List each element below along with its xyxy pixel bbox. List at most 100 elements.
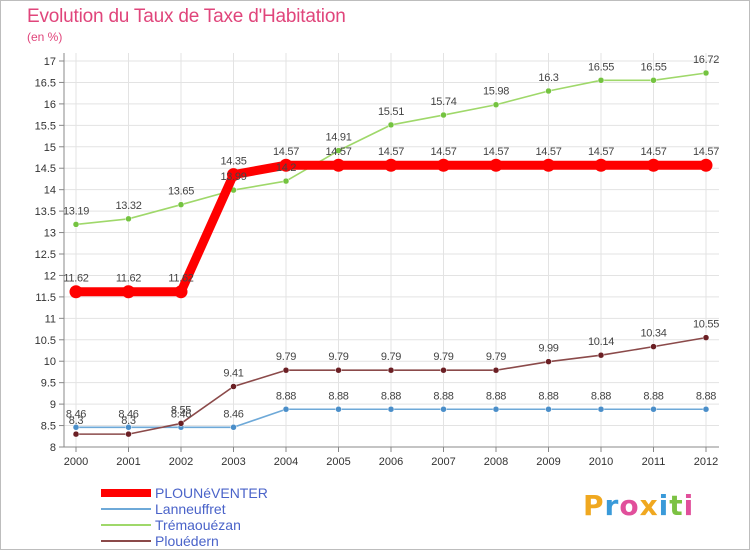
- data-point-tremaouezan: [72, 221, 80, 228]
- logo-letter: r: [604, 489, 620, 522]
- x-tick-label: 2006: [379, 456, 403, 468]
- y-tick-label: 14: [44, 185, 56, 197]
- legend-label: Lanneuffret: [155, 501, 226, 517]
- data-point-plouneventer: [332, 158, 345, 172]
- data-label: 14.57: [483, 146, 509, 158]
- data-point-lanneuffret: [650, 406, 657, 413]
- x-tick-label: 2001: [116, 456, 140, 468]
- data-point-plouneventer: [384, 158, 398, 172]
- data-label: 13.65: [168, 186, 194, 198]
- x-tick-label: 2007: [431, 456, 455, 468]
- data-point-tremaouezan: [282, 177, 290, 185]
- data-point-tremaouezan: [177, 201, 185, 208]
- data-label: 15.98: [483, 86, 509, 98]
- x-tick-label: 2009: [536, 456, 560, 468]
- data-point-plouneventer: [174, 285, 188, 299]
- data-point-plouedern: [335, 366, 342, 374]
- data-point-plouedern: [72, 430, 80, 438]
- legend-item-lanneuffret: Lanneuffret: [101, 501, 401, 517]
- data-point-plouedern: [440, 366, 447, 374]
- logo-letter: P: [583, 489, 605, 522]
- y-tick-label: 17: [44, 56, 56, 68]
- data-point-plouedern: [545, 358, 552, 365]
- data-label: 8.46: [171, 408, 191, 420]
- data-label: 8.88: [591, 390, 611, 402]
- chart-title: Evolution du Taux de Taxe d'Habitation: [27, 6, 346, 27]
- data-label: 9.79: [433, 351, 453, 363]
- data-point-plouedern: [492, 366, 500, 374]
- data-label: 11.62: [63, 273, 88, 285]
- y-tick-label: 9: [50, 399, 56, 411]
- data-point-plouneventer: [227, 168, 240, 182]
- data-point-tremaouezan: [702, 69, 710, 77]
- y-tick-label: 8: [50, 442, 56, 454]
- data-label: 8.88: [486, 390, 506, 402]
- data-point-tremaouezan: [335, 147, 342, 154]
- x-tick-label: 2005: [326, 456, 350, 468]
- data-point-plouedern: [650, 343, 657, 350]
- y-tick-label: 10.5: [35, 335, 56, 347]
- data-label: 9.79: [486, 351, 506, 363]
- data-label: 11.62: [168, 273, 193, 285]
- x-tick-label: 2010: [589, 456, 613, 468]
- chart-legend: PLOUNéVENTER Lanneuffret Trémaouézan Plo…: [101, 485, 401, 549]
- data-label: 9.79: [276, 351, 296, 363]
- x-tick-label: 2000: [64, 456, 88, 468]
- y-tick-label: 11: [45, 313, 56, 325]
- data-label: 9.41: [223, 368, 243, 380]
- x-tick-label: 2008: [484, 456, 508, 468]
- data-label: 9.99: [538, 343, 558, 355]
- data-point-tremaouezan: [387, 121, 395, 129]
- data-point-plouneventer: [699, 158, 713, 172]
- y-tick-label: 13: [44, 228, 56, 240]
- legend-item-plouneventer: PLOUNéVENTER: [101, 485, 401, 501]
- data-label: 14.35: [220, 156, 246, 168]
- data-label: 8.3: [69, 415, 84, 427]
- data-point-plouedern: [177, 420, 185, 427]
- legend-item-plouedern: Plouédern: [101, 533, 401, 549]
- data-point-lanneuffret: [597, 406, 605, 413]
- data-label: 9.79: [381, 351, 401, 363]
- data-point-plouedern: [387, 366, 395, 374]
- y-tick-label: 10: [44, 356, 56, 368]
- data-label: 10.55: [693, 319, 719, 331]
- data-point-plouedern: [125, 430, 132, 438]
- data-point-plouneventer: [69, 285, 83, 299]
- data-point-lanneuffret: [282, 406, 290, 413]
- logo-letter: o: [619, 489, 640, 522]
- logo-letter: x: [639, 489, 659, 522]
- data-label: 14.57: [273, 146, 299, 158]
- data-point-lanneuffret: [545, 406, 552, 413]
- data-label: 13.32: [115, 200, 141, 212]
- data-label: 8.88: [381, 390, 401, 402]
- y-tick-label: 9.5: [41, 378, 56, 390]
- data-point-plouneventer: [279, 158, 293, 172]
- y-tick-label: 16.5: [35, 77, 56, 89]
- data-label: 9.79: [328, 351, 348, 363]
- data-point-plouneventer: [594, 158, 608, 172]
- data-point-lanneuffret: [335, 406, 342, 413]
- data-label: 16.72: [693, 54, 719, 66]
- data-label: 8.46: [223, 408, 243, 420]
- proxiti-logo: Proxiti: [583, 489, 694, 522]
- data-label: 8.88: [538, 390, 558, 402]
- data-point-plouedern: [597, 351, 605, 359]
- data-label: 8.3: [121, 415, 136, 427]
- data-point-lanneuffret: [492, 406, 500, 413]
- x-tick-label: 2012: [694, 456, 718, 468]
- data-label: 16.55: [588, 61, 614, 73]
- data-point-lanneuffret: [387, 406, 395, 413]
- legend-swatch: [101, 489, 151, 497]
- data-label: 15.74: [430, 96, 456, 108]
- x-tick-label: 2002: [169, 456, 193, 468]
- data-point-lanneuffret: [125, 424, 132, 431]
- data-label: 14.91: [325, 132, 351, 144]
- legend-label: Trémaouézan: [155, 517, 241, 533]
- data-point-tremaouezan: [650, 77, 657, 84]
- data-label: 14.57: [430, 146, 456, 158]
- x-tick-label: 2003: [221, 456, 245, 468]
- data-point-tremaouezan: [492, 101, 500, 108]
- data-point-plouedern: [702, 334, 710, 341]
- legend-item-tremaouezan: Trémaouézan: [101, 517, 401, 533]
